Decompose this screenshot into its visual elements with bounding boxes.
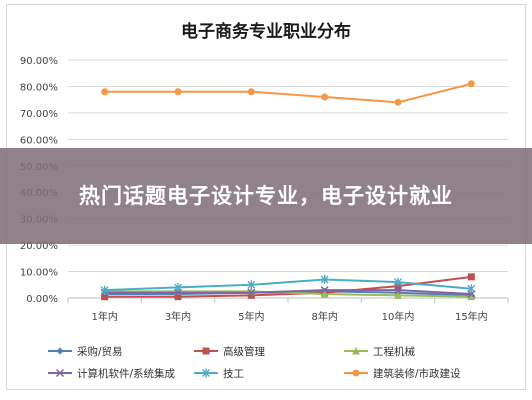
data-point [320,286,329,295]
legend-marker [202,368,210,378]
x-tick-label: 10年内 [382,310,415,323]
headline-banner: 热门话题电子设计专业，电子设计就业 [0,148,532,244]
y-tick-label: 20.00% [20,241,58,252]
data-point [174,293,182,301]
series-line [104,278,472,292]
data-point [467,80,475,88]
x-tick-label: 5年内 [238,310,264,323]
legend-label: 建筑装修/市政建设 [373,367,461,380]
y-tick-label: 90.00% [20,56,58,67]
x-tick-label: 1年内 [91,310,117,323]
plot-area [100,80,476,301]
y-tick-label: 60.00% [20,135,58,146]
y-tick-label: 0.00% [26,294,58,305]
series-line [104,289,472,296]
data-point [174,282,182,292]
data-point [467,292,476,301]
data-point [394,98,402,106]
data-point [467,273,475,281]
legend-label: 采购/贸易 [77,345,123,358]
data-point [394,291,402,299]
data-point [174,88,182,96]
data-point [101,293,109,301]
data-point [394,277,402,287]
x-tick-label: 8年内 [311,310,337,323]
data-point [100,285,109,295]
headline-text: 热门话题电子设计专业，电子设计就业 [79,184,453,208]
data-point [247,288,256,297]
legend-label: 高级管理 [223,345,265,358]
legend-label: 技工 [223,367,244,380]
x-axis: 1年内 3年内 5年内 8年内 10年内 15年内 [67,298,509,323]
legend-marker [55,368,65,378]
legend-marker [56,347,64,355]
data-point [247,88,255,96]
legend-label: 计算机软件/系统集成 [77,367,176,380]
series-line [104,290,472,298]
legend-marker [352,369,360,377]
x-tick-label: 3年内 [165,310,191,323]
data-point [101,88,109,96]
series-line [104,275,472,298]
legend-label: 工程机械 [373,345,415,358]
data-point [467,284,476,294]
legend-marker [352,347,360,355]
data-point [321,93,329,101]
x-tick-label: 15年内 [455,310,488,323]
data-point [320,274,329,284]
data-point [393,286,403,295]
data-point [247,280,256,290]
legend-marker [202,347,210,355]
y-tick-label: 10.00% [20,268,58,279]
chart-title: 电子商务专业职业分布 [181,21,351,42]
data-point [247,291,255,299]
series-line [104,82,472,104]
y-tick-label: 80.00% [20,82,58,93]
data-point [320,290,329,298]
y-tick-label: 70.00% [20,109,58,120]
